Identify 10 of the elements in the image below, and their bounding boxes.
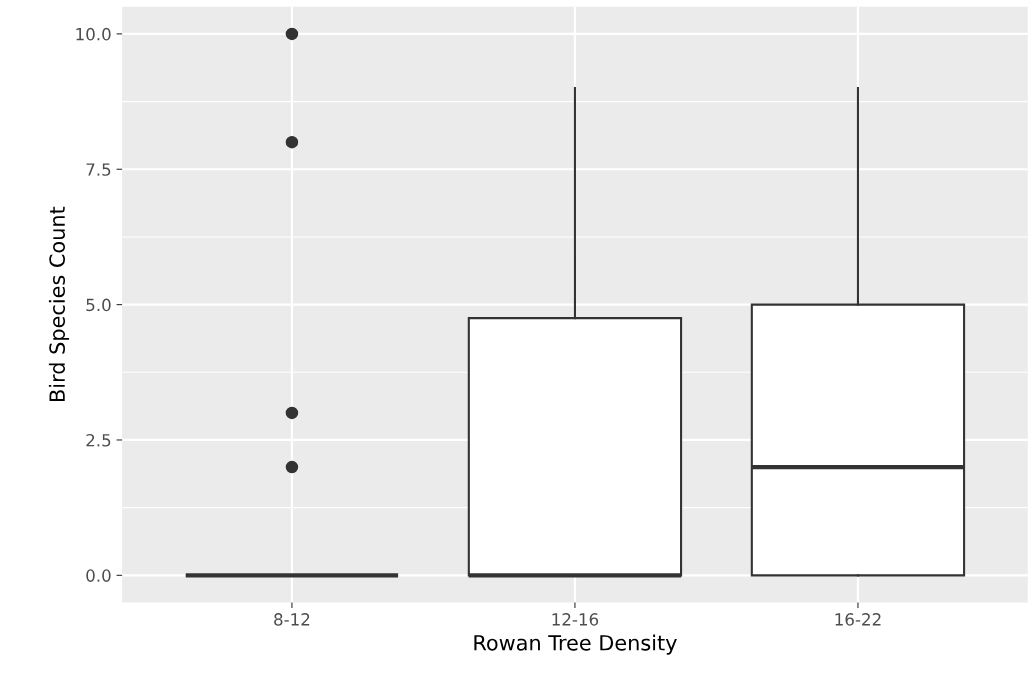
y-tick-label: 10.0 bbox=[76, 27, 111, 41]
y-tick-label: 0.0 bbox=[86, 569, 111, 582]
x-tick-label: 8-12 bbox=[274, 613, 310, 626]
x-axis-title: Rowan Tree Density bbox=[474, 634, 677, 655]
x-tick-label: 16-22 bbox=[835, 613, 881, 626]
y-tick-label: 5.0 bbox=[86, 298, 111, 312]
y-axis-title: Bird Species Count bbox=[48, 206, 70, 401]
x-tick-label: 12-16 bbox=[552, 613, 599, 626]
y-tick-label: 7.5 bbox=[86, 163, 111, 176]
y-tick-label: 2.5 bbox=[86, 433, 111, 447]
